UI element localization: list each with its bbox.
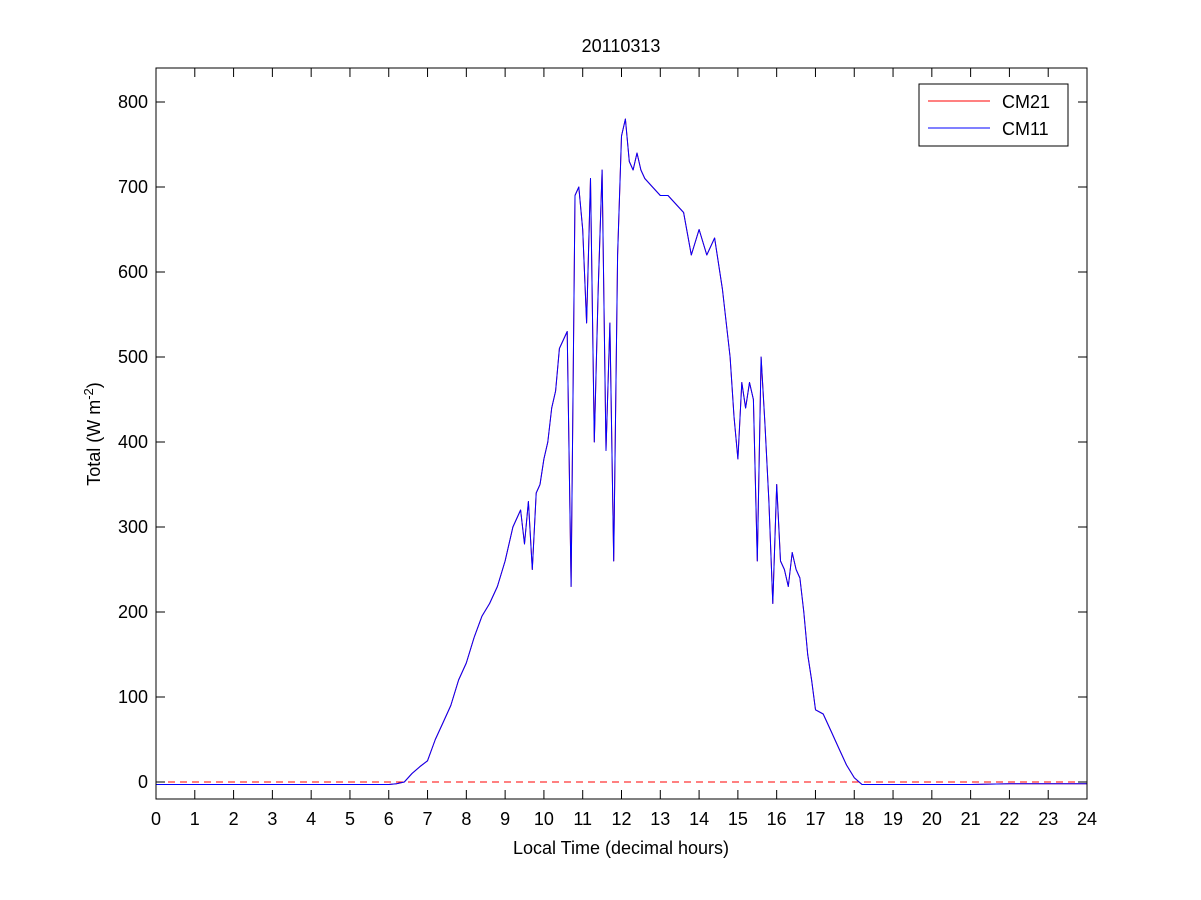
y-tick-label: 100 (118, 687, 148, 707)
x-tick-label: 20 (922, 809, 942, 829)
x-tick-label: 8 (461, 809, 471, 829)
x-axis-label: Local Time (decimal hours) (513, 838, 729, 858)
x-tick-label: 24 (1077, 809, 1097, 829)
x-tick-label: 23 (1038, 809, 1058, 829)
legend: CM21 CM11 (918, 83, 1069, 147)
series-layer (156, 118, 1087, 785)
legend-box (918, 83, 1069, 147)
x-tick-label: 4 (306, 809, 316, 829)
y-axis-label-superscript: -2 (81, 388, 96, 400)
x-tick-label: 22 (999, 809, 1019, 829)
x-tick-label: 14 (689, 809, 709, 829)
y-tick-label: 700 (118, 177, 148, 197)
x-tick-label: 10 (534, 809, 554, 829)
y-axis-ticks: 0 100 200 300 400 500 600 700 800 (118, 92, 1087, 792)
x-tick-label: 21 (961, 809, 981, 829)
x-tick-label: 6 (384, 809, 394, 829)
x-tick-label: 17 (805, 809, 825, 829)
y-axis-label-suffix: ) (84, 382, 104, 388)
x-tick-label: 3 (267, 809, 277, 829)
series-line-cm11 (156, 118, 1087, 785)
x-tick-label: 13 (650, 809, 670, 829)
y-tick-label: 600 (118, 262, 148, 282)
x-tick-label: 11 (573, 809, 592, 829)
x-tick-label: 2 (229, 809, 239, 829)
y-axis-label-prefix: Total (W m (84, 400, 104, 486)
x-axis-ticks: 0 1 2 3 4 5 6 7 8 9 10 11 12 13 14 15 16 17 18 19 20 21 22 23 24 (151, 68, 1097, 829)
x-tick-label: 19 (883, 809, 903, 829)
chart-title: 20110313 (582, 36, 661, 56)
y-axis-label: Total (W m-2) (81, 382, 104, 486)
plot-area (156, 68, 1087, 799)
x-tick-label: 1 (190, 809, 200, 829)
x-tick-label: 16 (767, 809, 787, 829)
legend-label-cm11: CM11 (1002, 119, 1049, 139)
legend-label-cm21: CM21 (1002, 92, 1050, 112)
x-tick-label: 5 (345, 809, 355, 829)
x-tick-label: 18 (844, 809, 864, 829)
x-tick-label: 0 (151, 809, 161, 829)
x-tick-label: 15 (728, 809, 748, 829)
x-tick-label: 12 (611, 809, 631, 829)
x-tick-label: 7 (423, 809, 433, 829)
y-tick-label: 800 (118, 92, 148, 112)
y-tick-label: 200 (118, 602, 148, 622)
y-tick-label: 0 (138, 772, 148, 792)
x-tick-label: 9 (500, 809, 510, 829)
y-tick-label: 500 (118, 347, 148, 367)
y-tick-label: 300 (118, 517, 148, 537)
y-tick-label: 400 (118, 432, 148, 452)
